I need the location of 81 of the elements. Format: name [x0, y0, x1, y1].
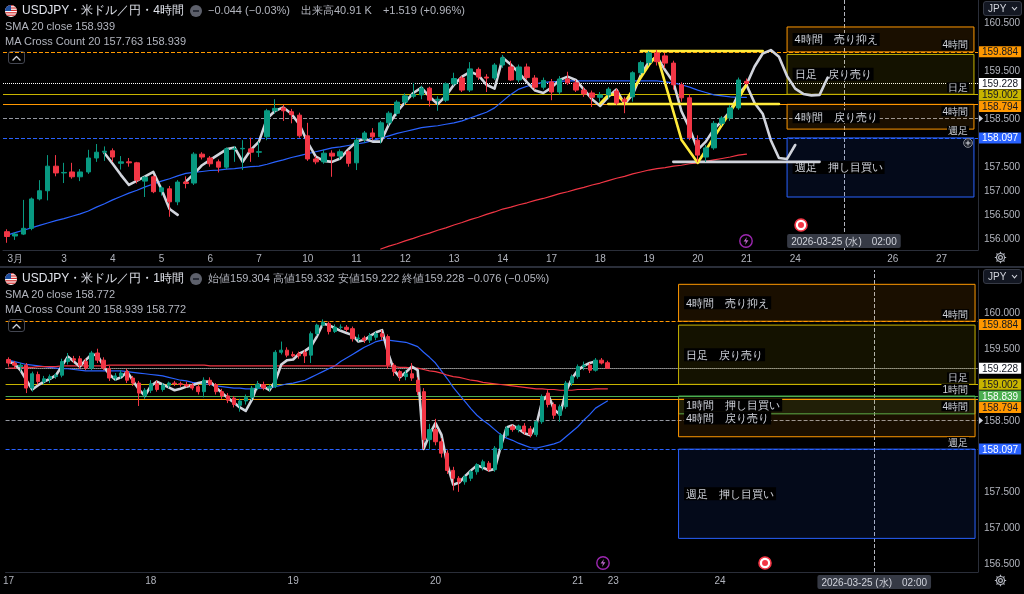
band-label: 日足 戻り売り: [794, 68, 872, 81]
ref-line-label: 158.794: [982, 402, 1019, 414]
ref-line-label: 159.228: [982, 77, 1019, 89]
annotation: 1時間: [942, 383, 968, 395]
band-label: 日足 戻り売り: [686, 348, 764, 361]
ref-line-label: 158.794: [982, 100, 1019, 112]
y-tick-label: 159.500: [984, 64, 1021, 76]
x-tick-label: 20: [692, 252, 704, 264]
annotation: 日足: [948, 371, 968, 383]
chart-subtitle: 始値159.304 高値159.332 安値159.222 終値159.228 −0.076 (−0.05%): [208, 271, 550, 286]
x-tick-label: 10: [302, 252, 314, 264]
chart-subtitle: −0.044 (−0.03%) 出来高40.91 K +1.519 (+0.96%): [208, 3, 465, 18]
y-tick-label: 156.000: [984, 233, 1021, 245]
band-label: 1時間 押し目買い: [686, 398, 781, 411]
band-label: 4時間 売り抑え: [686, 296, 770, 309]
band-label: 週足 押し目買い: [686, 487, 775, 500]
x-tick-label: 6: [207, 252, 214, 264]
x-tick-label: 18: [594, 252, 607, 264]
x-tick-label: 3月: [7, 252, 23, 264]
annotation: 週足: [948, 436, 968, 448]
x-tick-label: 5: [158, 252, 165, 264]
ref-line-label: 159.002: [982, 378, 1019, 390]
x-tick-label: 20: [429, 574, 442, 586]
annotation: 日足: [948, 81, 968, 93]
y-tick-label: 157.000: [984, 185, 1021, 197]
x-tick-label: 3: [61, 252, 68, 264]
x-tick-label: 14: [497, 252, 509, 264]
x-tick-label: 2026-03-25 (水) 02:00: [821, 576, 928, 588]
x-tick-label: 7: [256, 252, 263, 264]
y-tick-label: 160.500: [984, 16, 1021, 28]
x-tick-label: 12: [399, 252, 412, 264]
band-label: 4時間 戻り売り: [686, 411, 770, 424]
ref-line-label: 159.884: [982, 318, 1019, 330]
dropdown-button: JPY: [983, 269, 1023, 284]
ref-line-label: 159.002: [982, 89, 1019, 101]
ref-line-label: 159.884: [982, 46, 1019, 58]
annotation: 週足: [948, 125, 968, 137]
ref-line-label: 159.228: [982, 362, 1019, 374]
x-tick-label: 27: [935, 252, 948, 264]
x-tick-label: 19: [643, 252, 655, 264]
y-axis-title: JPY: [988, 271, 1007, 282]
annotation: 4時間: [942, 105, 968, 117]
ref-line-label: 158.839: [982, 390, 1019, 402]
y-tick-label: 156.500: [984, 209, 1021, 221]
annotation: SMA 20 close 158.939: [5, 19, 116, 34]
x-tick-label: 17: [545, 252, 558, 264]
x-tick-label: 2026-03-25 (水) 02:00: [791, 235, 898, 247]
ref-line-label: 158.097: [982, 132, 1019, 144]
chart-title: USDJPY・米ドル／円・4時間: [22, 2, 185, 19]
x-tick-label: 24: [789, 252, 802, 264]
x-tick-label: 11: [351, 252, 363, 264]
y-tick-label: 157.500: [984, 161, 1021, 173]
x-tick-label: 19: [287, 574, 300, 586]
y-tick-label: 159.500: [984, 343, 1021, 355]
x-tick-label: 26: [887, 252, 899, 264]
annotation: SMA 20 close 158.772: [5, 287, 116, 302]
annotation: 4時間: [942, 308, 968, 320]
chart-title: USDJPY・米ドル／円・1時間: [22, 270, 185, 287]
x-tick-label: 4: [109, 252, 116, 264]
annotation: MA Cross Count 20 158.939 158.772: [5, 302, 187, 317]
ref-line-label: 158.097: [982, 443, 1019, 455]
dropdown-button: JPY: [983, 1, 1023, 16]
y-tick-label: 158.500: [984, 414, 1021, 426]
annotation: 4時間: [942, 400, 968, 412]
annotation: MA Cross Count 20 157.763 158.939: [5, 34, 187, 49]
y-axis-title: JPY: [988, 3, 1007, 14]
x-tick-label: 23: [607, 574, 620, 586]
x-tick-label: 18: [145, 574, 157, 586]
x-tick-label: 21: [572, 574, 584, 586]
band-label: 4時間 戻り売り: [794, 110, 878, 123]
annotation: 4時間: [942, 39, 968, 51]
band-label: 4時間 売り抑え: [794, 33, 878, 46]
x-tick-label: 13: [448, 252, 460, 264]
y-tick-label: 157.000: [984, 522, 1021, 534]
x-tick-label: 17: [2, 574, 15, 586]
y-tick-label: 156.500: [984, 557, 1021, 569]
x-tick-label: 24: [714, 574, 727, 586]
y-tick-label: 158.500: [984, 113, 1021, 124]
y-tick-label: 157.500: [984, 486, 1021, 498]
y-tick-label: 160.000: [984, 307, 1021, 319]
x-tick-label: 21: [740, 252, 753, 264]
